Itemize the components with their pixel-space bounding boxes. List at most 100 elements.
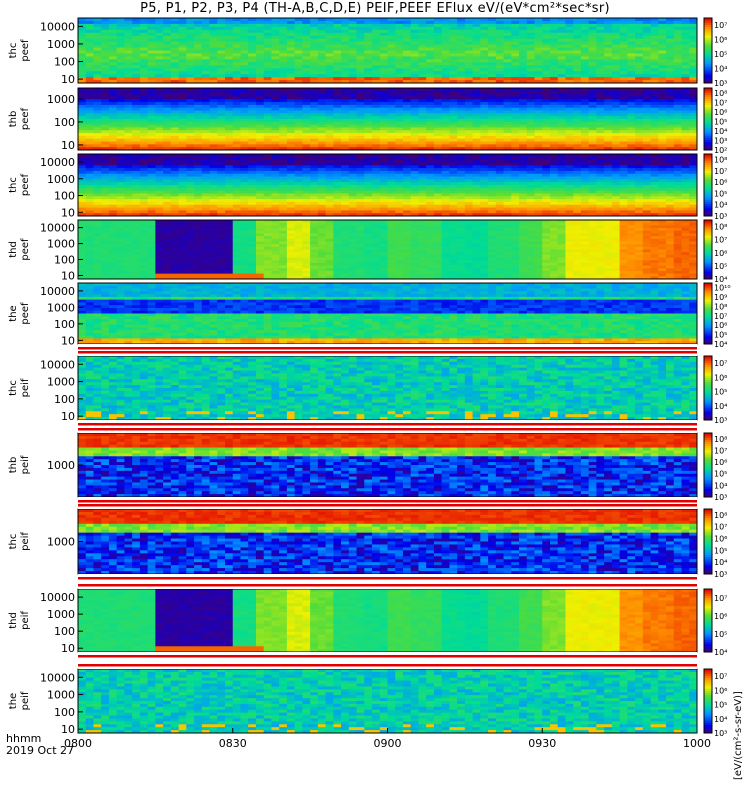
spectrogram-cell: [472, 26, 481, 31]
spectrogram-cell: [85, 138, 94, 142]
spectrogram-cell: [255, 159, 265, 163]
spectrogram-cell: [681, 71, 690, 75]
spectrogram-cell: [642, 35, 651, 40]
spectrogram-cell: [147, 207, 156, 211]
spectrogram-cell: [209, 44, 218, 48]
spectrogram-cell: [186, 133, 195, 137]
spectrogram-cell: [186, 156, 195, 161]
spectrogram-cell: [503, 80, 512, 84]
spectrogram-cell: [511, 77, 520, 81]
spectrogram-cell: [178, 32, 187, 37]
spectrogram-cell: [472, 213, 481, 217]
spectrogram-cell: [379, 170, 388, 175]
spectrogram-cell: [147, 32, 156, 37]
spectrogram-cell: [286, 127, 296, 131]
spectrogram-cell: [619, 138, 628, 142]
spectrogram-cell: [387, 193, 396, 197]
spectrogram-cell: [511, 154, 520, 158]
spectrogram-cell: [511, 44, 520, 48]
spectrogram-cell: [387, 65, 396, 69]
spectrogram-cell: [387, 176, 396, 180]
spectrogram-cell: [495, 199, 504, 203]
spectrogram-cell: [310, 99, 319, 103]
spectrogram-cell: [511, 201, 520, 206]
spectrogram-cell: [108, 113, 118, 117]
spectrogram-cell: [217, 71, 226, 75]
spectrogram-cell: [279, 88, 288, 92]
spectrogram-cell: [549, 182, 559, 186]
spectrogram-cell: [557, 116, 566, 120]
spectrogram-cell: [225, 53, 234, 57]
spectrogram-cell: [255, 190, 265, 194]
spectrogram-cell: [379, 62, 388, 66]
spectrogram-cell: [356, 170, 365, 175]
spectrogram-cell: [464, 50, 474, 54]
spectrogram-cell: [673, 80, 682, 84]
spectrogram-cell: [627, 18, 636, 22]
spectrogram-cell: [395, 138, 404, 142]
spectrogram-cell: [387, 44, 396, 48]
spectrogram-cell: [147, 121, 156, 126]
spectrogram-cell: [457, 165, 466, 169]
spectrogram-cell: [163, 179, 172, 183]
spectrogram-cell: [178, 110, 187, 114]
spectrogram-cell: [186, 179, 195, 183]
spectrogram-cell: [248, 32, 257, 37]
spectrogram-cell: [124, 26, 133, 31]
spectrogram-cell: [286, 159, 296, 163]
spectrogram-cell: [457, 18, 466, 22]
spectrogram-cell: [317, 201, 326, 206]
spectrogram-cell: [689, 116, 698, 120]
spectrogram-cell: [580, 96, 590, 100]
spectrogram-cell: [232, 32, 241, 37]
spectrogram-cell: [163, 173, 172, 177]
spectrogram-cell: [472, 121, 481, 126]
spectrogram-cell: [464, 107, 474, 111]
spectrogram-cell: [78, 80, 87, 84]
spectrogram-cell: [163, 147, 172, 151]
spectrogram-cell: [402, 104, 412, 109]
spectrogram-cell: [511, 47, 520, 51]
spectrogram-cell: [325, 74, 334, 78]
spectrogram-cell: [286, 62, 296, 66]
spectrogram-cell: [611, 116, 621, 120]
spectrogram-cell: [341, 196, 350, 200]
spectrogram-cell: [348, 154, 357, 158]
spectrogram-cell: [333, 185, 342, 189]
spectrogram-cell: [217, 53, 226, 57]
spectrogram-cell: [356, 50, 365, 54]
spectrogram-cell: [271, 80, 280, 84]
spectrogram-cell: [78, 213, 87, 217]
spectrogram-cell: [155, 121, 164, 126]
spectrogram-cell: [364, 159, 373, 163]
spectrogram-cell: [85, 102, 94, 106]
spectrogram-cell: [364, 116, 373, 120]
spectrogram-cell: [78, 50, 87, 54]
spectrogram-cell: [635, 133, 644, 137]
spectrogram-cell: [217, 124, 226, 128]
spectrogram-cell: [472, 127, 481, 131]
spectrogram-cell: [93, 138, 102, 142]
spectrogram-cell: [673, 104, 682, 109]
spectrogram-cell: [317, 50, 326, 54]
spectrogram-cell: [155, 210, 164, 214]
spectrogram-cell: [565, 88, 574, 92]
spectrogram-cell: [642, 50, 651, 54]
spectrogram-cell: [225, 50, 234, 54]
spectrogram-cell: [317, 121, 326, 126]
spectrogram-cell: [580, 144, 590, 148]
spectrogram-cell: [356, 20, 365, 25]
spectrogram-cell: [511, 102, 520, 106]
spectrogram-cell: [542, 170, 551, 175]
spectrogram-cell: [658, 121, 667, 126]
spectrogram-cell: [217, 179, 226, 183]
spectrogram-cell: [604, 119, 613, 123]
spectrogram-cell: [333, 59, 342, 63]
spectrogram-cell: [480, 74, 489, 78]
spectrogram-cell: [449, 141, 458, 145]
spectrogram-cell: [410, 62, 419, 66]
spectrogram-cell: [472, 133, 481, 137]
spectrogram-cell: [232, 90, 241, 95]
spectrogram-cell: [85, 176, 94, 180]
spectrogram-cell: [410, 88, 419, 92]
